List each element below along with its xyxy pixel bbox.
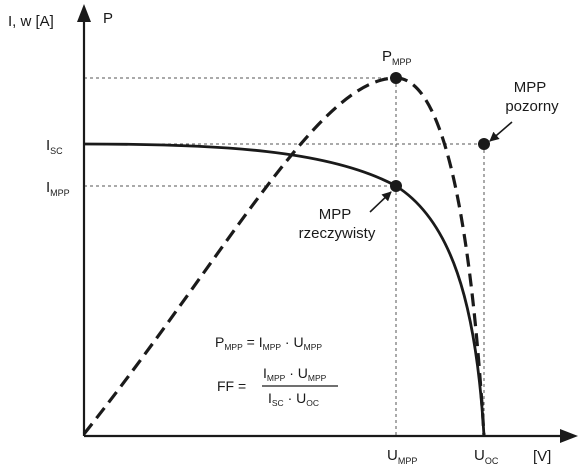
- isc-label: ISC: [46, 137, 63, 156]
- apparent-mpp-line2: pozorny: [505, 98, 559, 115]
- ff-numerator: IMPP · UMPP: [263, 365, 327, 383]
- pmpp-formula: PMPP = IMPP · UMPP: [215, 334, 322, 352]
- real-mpp-arrow: [369, 191, 392, 213]
- real-mpp-line2: rzeczywisty: [299, 225, 376, 242]
- umpp-label: UMPP: [387, 447, 417, 466]
- impp-label: IMPP: [46, 179, 70, 198]
- power-axis-label: P: [103, 10, 113, 27]
- real-mpp-point: [390, 180, 402, 192]
- uoc-label: UOC: [474, 447, 499, 466]
- x-axis-unit: [V]: [533, 448, 551, 465]
- pmpp-point: [390, 72, 402, 84]
- y-axis-arrow-icon: [77, 4, 91, 22]
- real-mpp-line1: MPP: [319, 206, 352, 223]
- apparent-mpp-arrow: [489, 121, 513, 142]
- ff-denominator: ISC · UOC: [268, 390, 319, 408]
- axes: [77, 4, 578, 443]
- pmpp-label: PMPP: [382, 48, 412, 67]
- y-axis-label: I, w [A]: [8, 13, 54, 30]
- apparent-mpp-line1: MPP: [514, 79, 547, 96]
- ff-label: FF =: [217, 378, 246, 394]
- x-axis-arrow-icon: [560, 429, 578, 443]
- apparent-mpp-point: [478, 138, 490, 150]
